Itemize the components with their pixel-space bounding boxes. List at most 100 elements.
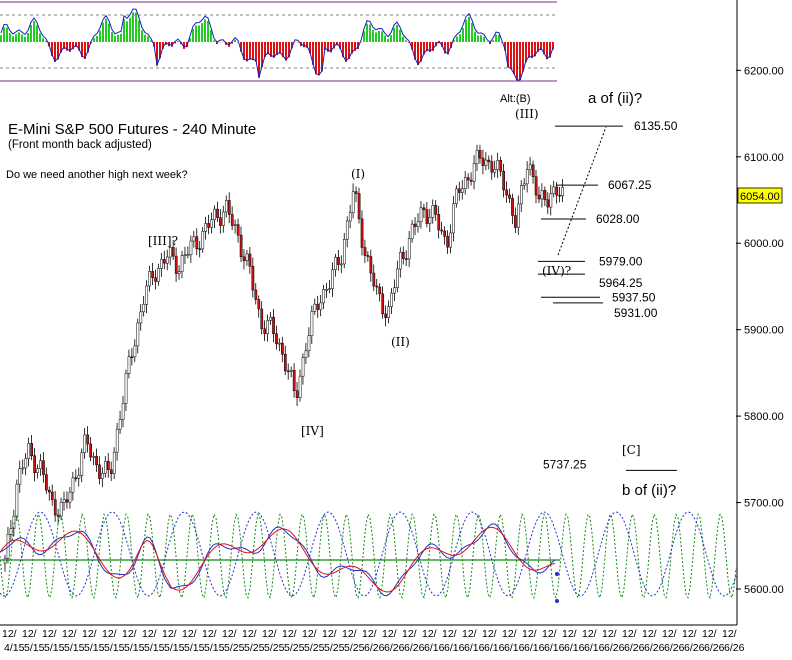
candle-body: [216, 209, 218, 218]
x-tick-label: 5/15: [104, 642, 125, 654]
x-tick-label: 12/: [662, 628, 677, 640]
top-osc-bar: [510, 42, 512, 69]
price-level-label: 5931.00: [614, 306, 658, 320]
candle-body: [293, 370, 295, 390]
x-tick-label: 5/25: [244, 642, 265, 654]
top-osc-bar: [6, 27, 8, 42]
wave-label-iv-paren: (IV)?: [542, 264, 571, 278]
candle-body: [54, 500, 56, 515]
candle-body: [270, 317, 272, 320]
top-osc-bar: [123, 19, 125, 42]
candle-body: [187, 255, 189, 256]
candle-body: [208, 223, 210, 227]
candle-body: [90, 444, 92, 457]
candle-body: [267, 320, 269, 333]
candle-body: [160, 259, 162, 268]
x-tick-label: 5/25: [344, 642, 365, 654]
candle-body: [337, 257, 339, 264]
candle-body: [334, 257, 336, 269]
candle-body: [529, 165, 531, 170]
x-tick-label: 6/26: [724, 642, 745, 654]
candle-body: [367, 255, 369, 256]
x-tick-label: 6/16: [584, 642, 605, 654]
x-tick-label: 12/: [122, 628, 137, 640]
candle-body: [152, 271, 154, 277]
x-tick-label: 12/: [422, 628, 437, 640]
x-tick-label: 6/16: [524, 642, 545, 654]
candle-body: [264, 329, 266, 334]
candle-body: [331, 270, 333, 289]
candle-body: [511, 198, 513, 215]
candle-body: [28, 443, 30, 458]
candle-body: [107, 461, 109, 469]
top-osc-bar: [495, 34, 497, 42]
candle-body: [284, 354, 286, 371]
top-osc-bar: [375, 32, 377, 42]
x-tick-label: 12/: [102, 628, 117, 640]
top-osc-bar: [39, 33, 41, 42]
top-osc-bar: [108, 24, 110, 42]
candle-body: [346, 221, 348, 239]
top-osc-bar: [303, 42, 305, 47]
top-osc-bar: [9, 33, 11, 42]
top-osc-bar: [519, 42, 521, 80]
top-osc-bar: [459, 34, 461, 42]
candle-body: [146, 286, 148, 304]
top-osc-bar: [129, 18, 131, 42]
x-tick-label: 6/16: [424, 642, 445, 654]
x-tick-label: 6/16: [464, 642, 485, 654]
candle-body: [526, 170, 528, 184]
candle-body: [491, 162, 493, 173]
x-tick-label: 12/: [542, 628, 557, 640]
x-tick-label: 5/15: [44, 642, 65, 654]
x-tick-label: 6/26: [604, 642, 625, 654]
candle-body: [452, 204, 454, 233]
candle-body: [93, 456, 95, 457]
candle-body: [544, 190, 546, 199]
price-level-label: 5964.25: [599, 276, 643, 290]
candle-body: [231, 215, 233, 226]
cycle-blue-dotted: [0, 512, 736, 596]
wave-label-iv-bracket: [IV]: [301, 424, 324, 438]
x-tick-label: 12/: [182, 628, 197, 640]
candle-body: [125, 373, 127, 403]
x-tick-label: 5/15: [64, 642, 85, 654]
top-osc-bar: [369, 24, 371, 42]
candle-body: [157, 268, 159, 281]
candle-body: [447, 236, 449, 247]
candle-body: [340, 264, 342, 265]
candle-body: [541, 190, 543, 199]
candle-body: [39, 461, 41, 469]
candle-body: [405, 259, 407, 260]
top-osc-bar: [234, 40, 236, 42]
top-osc-bar: [417, 42, 419, 65]
candle-body: [154, 278, 156, 282]
top-osc-bar: [246, 42, 248, 61]
top-osc-bar: [201, 23, 203, 42]
x-tick-label: 6/26: [664, 642, 685, 654]
top-osc-bar: [396, 25, 398, 42]
candle-body: [110, 470, 112, 474]
candle-body: [281, 343, 283, 354]
x-tick-label: 12/: [22, 628, 37, 640]
candle-body: [219, 218, 221, 226]
candle-body: [411, 224, 413, 239]
x-tick-label: 6/16: [564, 642, 585, 654]
top-osc-bar: [21, 34, 23, 42]
top-osc-bar: [99, 31, 101, 42]
wave-label-i-paren: (I): [351, 167, 365, 181]
top-osc-bar: [141, 30, 143, 42]
candle-body: [36, 469, 38, 473]
top-osc-bar: [33, 21, 35, 42]
candle-body: [45, 475, 47, 491]
x-tick-label: 12/: [202, 628, 217, 640]
candle-body: [225, 200, 227, 212]
candle-body: [184, 255, 186, 256]
x-tick-label: 5/15: [204, 642, 225, 654]
candle-body: [190, 241, 192, 255]
candle-body: [449, 233, 451, 247]
candle-body: [461, 189, 463, 193]
x-tick-label: 5/25: [324, 642, 345, 654]
top-osc-bar: [30, 25, 32, 42]
